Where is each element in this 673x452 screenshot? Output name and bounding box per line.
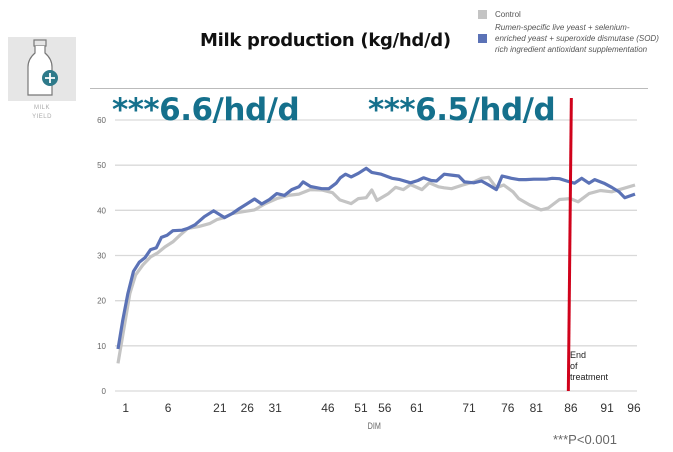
legend-swatch-control [478,10,487,19]
y-tick-label: 10 [97,342,106,351]
icon-caption-line: MILK [33,105,50,111]
p-value-note: ***P<0.001 [553,432,617,447]
x-tick-label: 71 [462,401,476,415]
y-tick-label: 60 [97,116,106,125]
gain-label-period-2: ***6.5/hd/d [368,92,556,128]
x-tick-label: 61 [410,401,424,415]
y-tick-label: 20 [97,297,106,306]
x-tick-label: 1 [122,401,129,415]
end-of-treatment-line [566,97,573,392]
x-tick-label: 51 [354,401,368,415]
end-label-line: End [570,350,587,360]
y-tick-label: 0 [102,387,107,396]
x-tick-label: 76 [501,401,515,415]
x-tick-label: 56 [378,401,392,415]
x-tick-label: 91 [600,401,614,415]
x-tick-label: 86 [564,401,578,415]
legend-label-line: enriched yeast + superoxide dismutase (S… [495,34,659,43]
legend-label-control: Control [495,10,521,19]
legend-label-line: rich ingredient antioxidant supplementat… [495,45,648,54]
legend-item-control: Control [478,9,659,20]
legend-item-treatment: Rumen-specific live yeast + selenium- en… [478,22,659,55]
x-tick-label: 26 [241,401,255,415]
legend-label-treatment: Rumen-specific live yeast + selenium- en… [495,22,659,55]
legend-swatch-treatment [478,34,487,43]
y-tick-label: 50 [97,161,106,170]
x-axis-label: DIM [367,421,381,431]
x-tick-label: 6 [165,401,172,415]
series-line-treatment [116,166,636,350]
legend: Control Rumen-specific live yeast + sele… [478,9,659,55]
y-tick-label: 30 [97,252,106,261]
icon-caption: MILK YIELD [8,104,76,122]
x-tick-label: 21 [213,401,227,415]
x-tick-label: 96 [627,401,641,415]
series-line-control [116,175,636,364]
x-tick-label: 81 [530,401,544,415]
x-tick-label: 31 [268,401,282,415]
icon-caption-line: YIELD [32,114,52,120]
y-tick-label: 40 [97,206,106,215]
gain-label-period-1: ***6.6/hd/d [112,92,300,128]
legend-label-line: Rumen-specific live yeast + selenium- [495,23,630,32]
header-divider [90,88,648,89]
x-tick-label: 46 [321,401,335,415]
end-label-line: treatment [570,372,609,382]
end-of-treatment-label: End of treatment [570,350,630,383]
end-label-line: of [570,361,578,371]
milk-bottle-icon [8,37,76,101]
chart-title: Milk production (kg/hd/d) [200,30,451,51]
